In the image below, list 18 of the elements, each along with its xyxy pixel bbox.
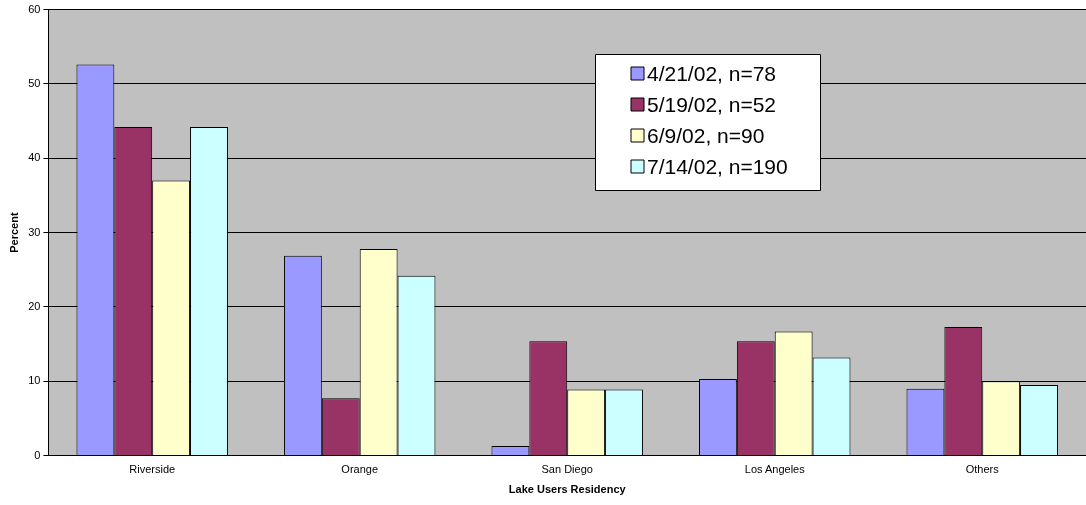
y-axis-title: Percent bbox=[7, 212, 20, 253]
x-tick-label: Los Angeles bbox=[744, 463, 806, 476]
legend-label: 4/21/02, n=78 bbox=[647, 61, 777, 85]
y-tick-label: 40 bbox=[28, 151, 41, 164]
x-axis-title: Lake Users Residency bbox=[508, 483, 627, 496]
legend-label: 7/14/02, n=190 bbox=[647, 154, 788, 178]
x-tick-label: Orange bbox=[341, 463, 379, 476]
y-tick-label: 10 bbox=[28, 374, 41, 387]
y-tick-label: 60 bbox=[28, 2, 41, 15]
y-tick-label: 20 bbox=[28, 299, 41, 312]
legend-label: 6/9/02, n=90 bbox=[647, 123, 765, 147]
y-tick-label: 30 bbox=[28, 225, 41, 238]
x-tick-label: Others bbox=[965, 463, 1000, 476]
legend-label: 5/19/02, n=52 bbox=[647, 92, 777, 116]
y-tick-label: 50 bbox=[28, 76, 41, 89]
x-tick-label: San Diego bbox=[541, 463, 593, 476]
x-tick-label: Riverside bbox=[129, 463, 176, 476]
y-tick-label: 0 bbox=[34, 448, 41, 461]
